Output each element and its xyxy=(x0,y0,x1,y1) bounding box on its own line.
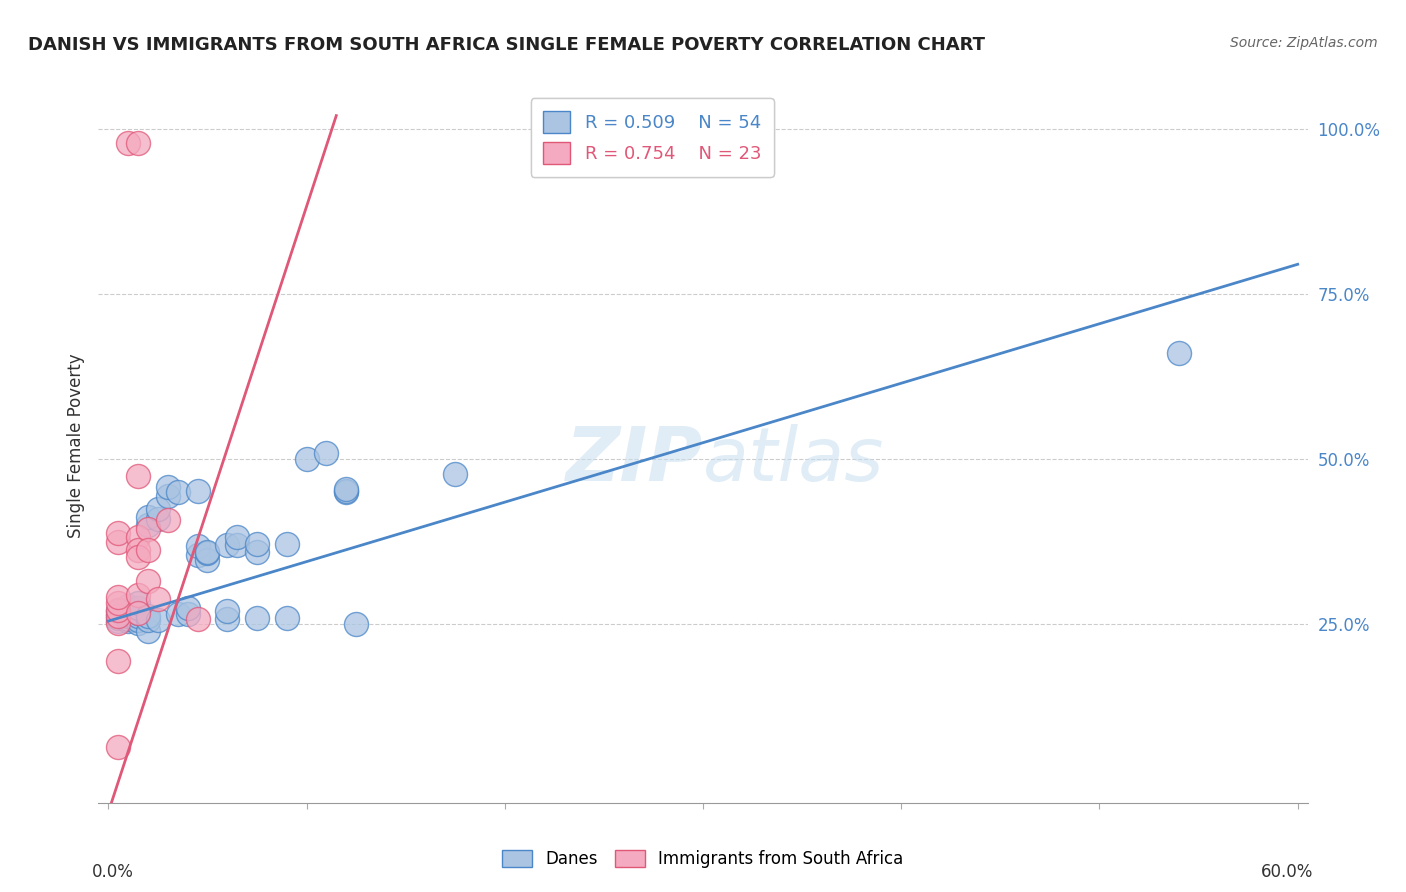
Point xyxy=(217,612,239,626)
Point xyxy=(136,510,159,524)
Point xyxy=(117,614,139,628)
Text: Source: ZipAtlas.com: Source: ZipAtlas.com xyxy=(1230,36,1378,50)
Point xyxy=(117,136,139,151)
Legend: Danes, Immigrants from South Africa: Danes, Immigrants from South Africa xyxy=(496,843,910,875)
Text: ZIP: ZIP xyxy=(565,424,703,497)
Point xyxy=(107,526,129,541)
Point xyxy=(226,538,249,552)
Point xyxy=(197,552,219,566)
Point xyxy=(444,467,467,481)
Point xyxy=(136,518,159,533)
Point xyxy=(127,600,149,615)
Point xyxy=(136,614,159,628)
Point xyxy=(295,452,318,467)
Text: 0.0%: 0.0% xyxy=(93,863,134,881)
Point xyxy=(186,612,208,626)
Y-axis label: Single Female Poverty: Single Female Poverty xyxy=(66,354,84,538)
Point xyxy=(127,616,149,631)
Point xyxy=(107,534,129,549)
Point xyxy=(335,483,357,498)
Legend: R = 0.509    N = 54, R = 0.754    N = 23: R = 0.509 N = 54, R = 0.754 N = 23 xyxy=(530,98,773,177)
Point xyxy=(127,549,149,564)
Point xyxy=(146,592,169,607)
Point xyxy=(146,613,169,627)
Point xyxy=(276,537,298,551)
Point xyxy=(276,611,298,625)
Point xyxy=(186,540,208,554)
Point xyxy=(117,606,139,620)
Point xyxy=(246,611,269,625)
Point xyxy=(107,614,129,628)
Point xyxy=(107,596,129,610)
Point xyxy=(127,468,149,483)
Point xyxy=(186,548,208,562)
Text: DANISH VS IMMIGRANTS FROM SOUTH AFRICA SINGLE FEMALE POVERTY CORRELATION CHART: DANISH VS IMMIGRANTS FROM SOUTH AFRICA S… xyxy=(28,36,986,54)
Point xyxy=(117,612,139,626)
Point xyxy=(136,609,159,624)
Point xyxy=(107,609,129,624)
Point xyxy=(166,607,188,622)
Point xyxy=(335,485,357,500)
Point xyxy=(107,590,129,604)
Point xyxy=(107,616,129,631)
Point xyxy=(136,574,159,589)
Point xyxy=(127,606,149,620)
Point xyxy=(117,609,139,624)
Point xyxy=(186,483,208,498)
Point xyxy=(226,530,249,544)
Point xyxy=(335,482,357,496)
Point xyxy=(176,607,198,622)
Point xyxy=(127,588,149,602)
Point xyxy=(117,599,139,613)
Point xyxy=(117,603,139,617)
Point xyxy=(136,522,159,536)
Point xyxy=(217,538,239,552)
Point xyxy=(156,489,179,503)
Point xyxy=(107,604,129,618)
Point xyxy=(107,739,129,754)
Point xyxy=(127,530,149,544)
Point xyxy=(197,545,219,559)
Point xyxy=(127,608,149,623)
Point xyxy=(315,445,337,459)
Point xyxy=(166,485,188,500)
Point xyxy=(127,596,149,610)
Point xyxy=(127,543,149,558)
Point xyxy=(217,604,239,618)
Point xyxy=(127,136,149,151)
Point xyxy=(107,607,129,622)
Point xyxy=(146,501,169,516)
Point xyxy=(344,617,367,632)
Point xyxy=(107,611,129,625)
Point xyxy=(107,603,129,617)
Text: atlas: atlas xyxy=(703,425,884,496)
Point xyxy=(246,537,269,551)
Point xyxy=(156,480,179,494)
Point xyxy=(107,654,129,668)
Point xyxy=(136,543,159,558)
Text: 60.0%: 60.0% xyxy=(1261,863,1313,881)
Point xyxy=(146,511,169,525)
Point xyxy=(176,600,198,615)
Point xyxy=(156,513,179,527)
Point xyxy=(197,546,219,560)
Point xyxy=(127,613,149,627)
Point xyxy=(246,545,269,559)
Point xyxy=(136,624,159,638)
Point xyxy=(127,606,149,620)
Point xyxy=(1167,346,1189,360)
